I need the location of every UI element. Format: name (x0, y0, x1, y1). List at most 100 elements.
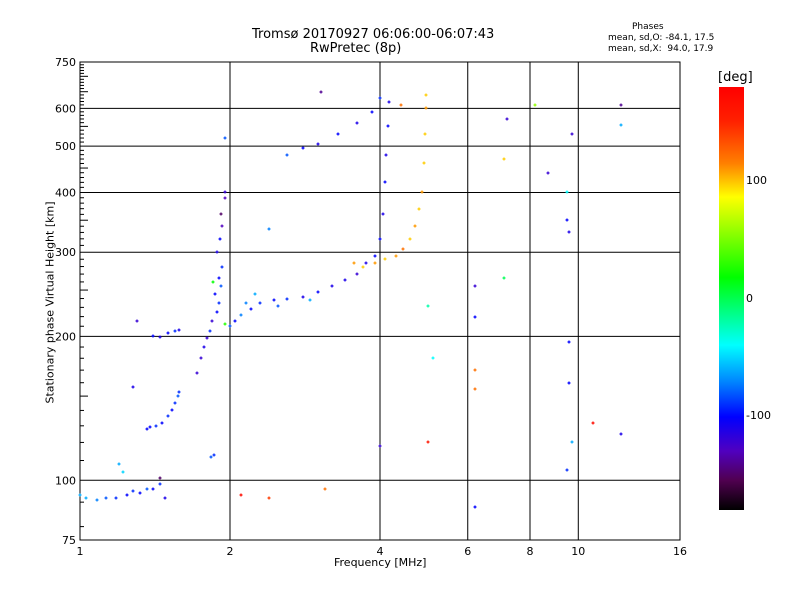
data-point (220, 265, 224, 269)
data-point (131, 385, 135, 389)
data-point (249, 307, 253, 311)
x-tick-label: 4 (377, 545, 384, 558)
data-point (383, 257, 387, 261)
data-point (253, 292, 257, 296)
data-point (233, 319, 237, 323)
data-point (417, 207, 421, 211)
data-point (619, 123, 623, 127)
chart-title: Tromsø 20170927 06:06:00-06:07:43 (252, 27, 495, 42)
data-point (158, 482, 162, 486)
data-point (213, 292, 217, 296)
data-point (211, 280, 215, 284)
data-point (567, 230, 571, 234)
data-point (343, 278, 347, 282)
data-point (78, 493, 82, 497)
data-point (502, 276, 506, 280)
data-point (570, 132, 574, 136)
data-point (424, 93, 428, 97)
data-point (505, 117, 509, 121)
y-tick-label: 200 (55, 330, 76, 343)
data-point (565, 468, 569, 472)
data-point (387, 100, 391, 104)
data-point (567, 340, 571, 344)
data-point (473, 284, 477, 288)
data-point (84, 496, 88, 500)
colorbar-tick-label: 0 (746, 291, 753, 305)
data-point (285, 153, 289, 157)
data-point (378, 237, 382, 241)
data-point (423, 132, 427, 136)
data-point (316, 290, 320, 294)
data-point (408, 237, 412, 241)
data-point (209, 455, 213, 459)
data-point (212, 453, 216, 457)
data-point (151, 487, 155, 491)
x-tick-label: 10 (571, 545, 585, 558)
legend-title: Phases (632, 22, 664, 32)
data-point (131, 489, 135, 493)
data-point (373, 254, 377, 258)
x-tick-label: 8 (527, 545, 534, 558)
data-point (355, 272, 359, 276)
data-point (420, 190, 424, 194)
data-point (199, 356, 203, 360)
data-point (272, 298, 276, 302)
data-point (223, 136, 227, 140)
data-point (223, 322, 227, 326)
data-point (145, 427, 149, 431)
data-point (173, 329, 177, 333)
y-tick-label: 750 (55, 56, 76, 69)
data-point (145, 487, 149, 491)
data-point (205, 336, 209, 340)
y-tick-label: 600 (55, 102, 76, 115)
data-point (244, 301, 248, 305)
data-point (195, 371, 199, 375)
data-point (383, 180, 387, 184)
data-point (373, 261, 377, 265)
data-point (210, 319, 214, 323)
data-point (394, 254, 398, 258)
data-point (364, 261, 368, 265)
data-point (426, 440, 430, 444)
data-point (239, 493, 243, 497)
data-point (330, 284, 334, 288)
data-point (619, 432, 623, 436)
data-point (323, 487, 327, 491)
data-point (121, 470, 125, 474)
data-point (202, 345, 206, 349)
colorbar (719, 87, 744, 510)
data-point (104, 496, 108, 500)
data-point (223, 190, 227, 194)
data-point (228, 324, 232, 328)
data-point (533, 103, 537, 107)
data-point (276, 304, 280, 308)
x-tick-label: 16 (673, 545, 687, 558)
data-point (591, 421, 595, 425)
data-point (336, 132, 340, 136)
data-point (173, 401, 177, 405)
data-point (220, 224, 224, 228)
data-point (401, 247, 405, 251)
data-point (158, 476, 162, 480)
data-point (215, 310, 219, 314)
data-point (239, 313, 243, 317)
y-tick-label: 300 (55, 246, 76, 259)
data-point (386, 124, 390, 128)
data-point (570, 440, 574, 444)
data-point (223, 196, 227, 200)
data-point (208, 329, 212, 333)
legend-o-stats: mean, sd,O: -84.1, 17.5 (608, 33, 715, 43)
data-point (154, 424, 158, 428)
data-point (381, 212, 385, 216)
data-point (218, 237, 222, 241)
data-point (426, 304, 430, 308)
data-point (117, 462, 121, 466)
data-point (565, 190, 569, 194)
y-tick-label: 400 (55, 186, 76, 199)
data-point (473, 505, 477, 509)
data-point (319, 90, 323, 94)
x-axis-label: Frequency [MHz] (334, 556, 427, 569)
data-point (431, 356, 435, 360)
data-point (166, 414, 170, 418)
